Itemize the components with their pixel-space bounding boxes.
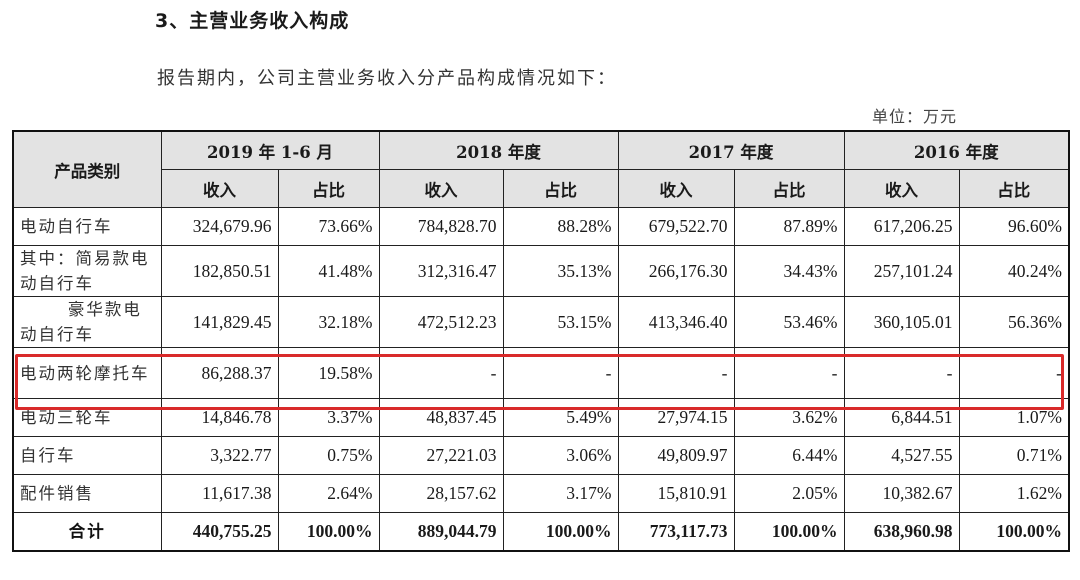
period-header: 2017 年度 [617, 130, 845, 170]
table-row: 其中：简易款电动自行车 182,850.51 41.48% 312,316.47… [12, 245, 1070, 297]
share-header: 占比 [958, 169, 1070, 208]
value-cell: 10,382.67 [843, 474, 960, 513]
category-cell: 电动三轮车 [12, 398, 162, 437]
value-cell: - [378, 347, 504, 399]
value-cell: 413,346.40 [617, 296, 735, 348]
value-cell: 11,617.38 [160, 474, 279, 513]
value-cell: 53.15% [502, 296, 619, 348]
table-row-highlighted: 电动两轮摩托车 86,288.37 19.58% - - - - - - [12, 347, 1070, 399]
category-cell: 其中：简易款电动自行车 [12, 245, 162, 297]
value-cell: 2.05% [733, 474, 845, 513]
value-cell: 27,221.03 [378, 436, 504, 475]
value-cell: 41.48% [277, 245, 380, 297]
value-cell: - [617, 347, 735, 399]
value-cell: 40.24% [958, 245, 1070, 297]
category-cell: 豪华款电动自行车 [12, 296, 162, 348]
revenue-header: 收入 [378, 169, 504, 208]
value-cell: 88.28% [502, 207, 619, 246]
revenue-header: 收入 [160, 169, 279, 208]
revenue-header: 收入 [843, 169, 960, 208]
total-cell: 100.00% [277, 512, 380, 552]
value-cell: 15,810.91 [617, 474, 735, 513]
value-cell: 472,512.23 [378, 296, 504, 348]
total-cell: 100.00% [958, 512, 1070, 552]
category-cell: 配件销售 [12, 474, 162, 513]
value-cell: 679,522.70 [617, 207, 735, 246]
value-cell: 360,105.01 [843, 296, 960, 348]
value-cell: 617,206.25 [843, 207, 960, 246]
total-cell: 100.00% [733, 512, 845, 552]
value-cell: 48,837.45 [378, 398, 504, 437]
value-cell: 86,288.37 [160, 347, 279, 399]
value-cell: 87.89% [733, 207, 845, 246]
total-row: 合计 440,755.25 100.00% 889,044.79 100.00%… [12, 512, 1070, 552]
table-row: 自行车 3,322.77 0.75% 27,221.03 3.06% 49,80… [12, 436, 1070, 475]
value-cell: 5.49% [502, 398, 619, 437]
value-cell: 141,829.45 [160, 296, 279, 348]
value-cell: 3,322.77 [160, 436, 279, 475]
value-cell: 3.62% [733, 398, 845, 437]
value-cell: 182,850.51 [160, 245, 279, 297]
value-cell: 49,809.97 [617, 436, 735, 475]
value-cell: 2.64% [277, 474, 380, 513]
total-cell: 889,044.79 [378, 512, 504, 552]
revenue-table: 产品类别 2019 年 1-6 月 2018 年度 2017 年度 2016 年… [12, 130, 1070, 552]
header-row-metrics: 收入 占比 收入 占比 收入 占比 收入 占比 [13, 169, 1070, 208]
unit-label: 单位：万元 [872, 107, 958, 126]
total-cell: 638,960.98 [843, 512, 960, 552]
value-cell: - [843, 347, 960, 399]
table-row: 电动自行车 324,679.96 73.66% 784,828.70 88.28… [12, 207, 1070, 246]
category-header: 产品类别 [12, 130, 162, 208]
value-cell: 14,846.78 [160, 398, 279, 437]
header-row-periods: 产品类别 2019 年 1-6 月 2018 年度 2017 年度 2016 年… [12, 130, 1070, 208]
table-row: 豪华款电动自行车 141,829.45 32.18% 472,512.23 53… [12, 296, 1070, 348]
value-cell: 324,679.96 [160, 207, 279, 246]
period-header: 2016 年度 [843, 130, 1070, 170]
value-cell: 32.18% [277, 296, 380, 348]
value-cell: 27,974.15 [617, 398, 735, 437]
value-cell: 3.06% [502, 436, 619, 475]
period-header: 2019 年 1-6 月 [160, 130, 380, 170]
value-cell: 312,316.47 [378, 245, 504, 297]
value-cell: 0.75% [277, 436, 380, 475]
value-cell: 0.71% [958, 436, 1070, 475]
value-cell: 4,527.55 [843, 436, 960, 475]
value-cell: 6,844.51 [843, 398, 960, 437]
share-header: 占比 [502, 169, 619, 208]
value-cell: 3.17% [502, 474, 619, 513]
value-cell: 34.43% [733, 245, 845, 297]
value-cell: 257,101.24 [843, 245, 960, 297]
value-cell: 73.66% [277, 207, 380, 246]
total-cell: 100.00% [502, 512, 619, 552]
value-cell: 35.13% [502, 245, 619, 297]
value-cell: 6.44% [733, 436, 845, 475]
category-cell: 电动两轮摩托车 [12, 347, 162, 399]
value-cell: 784,828.70 [378, 207, 504, 246]
table-row: 配件销售 11,617.38 2.64% 28,157.62 3.17% 15,… [12, 474, 1070, 513]
value-cell: - [733, 347, 845, 399]
intro-paragraph: 报告期内，公司主营业务收入分产品构成情况如下： [157, 68, 617, 89]
value-cell: 19.58% [277, 347, 380, 399]
value-cell: 53.46% [733, 296, 845, 348]
value-cell: 1.62% [958, 474, 1070, 513]
total-cell: 773,117.73 [617, 512, 735, 552]
revenue-header: 收入 [617, 169, 735, 208]
total-label: 合计 [12, 512, 162, 552]
table-row: 电动三轮车 14,846.78 3.37% 48,837.45 5.49% 27… [12, 398, 1070, 437]
total-cell: 440,755.25 [160, 512, 279, 552]
share-header: 占比 [733, 169, 845, 208]
value-cell: 1.07% [958, 398, 1070, 437]
value-cell: 96.60% [958, 207, 1070, 246]
value-cell: 3.37% [277, 398, 380, 437]
value-cell: - [958, 347, 1070, 399]
category-cell: 自行车 [12, 436, 162, 475]
share-header: 占比 [277, 169, 380, 208]
value-cell: - [502, 347, 619, 399]
value-cell: 28,157.62 [378, 474, 504, 513]
value-cell: 56.36% [958, 296, 1070, 348]
section-heading: 3、主营业务收入构成 [155, 10, 350, 32]
period-header: 2018 年度 [378, 130, 619, 170]
value-cell: 266,176.30 [617, 245, 735, 297]
category-cell: 电动自行车 [12, 207, 162, 246]
